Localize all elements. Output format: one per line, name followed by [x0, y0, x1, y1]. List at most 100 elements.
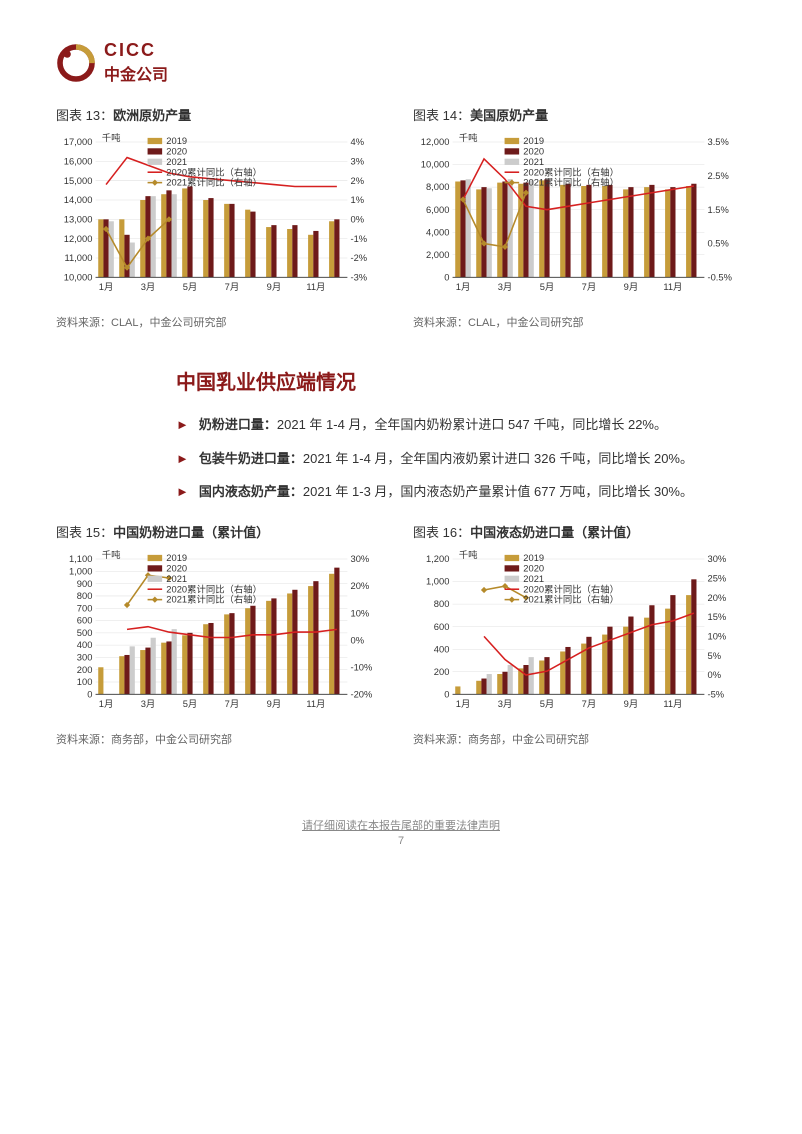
chart-13: 10,00011,00012,00013,00014,00015,00016,0… — [56, 128, 389, 308]
bullet-2: ► 包装牛奶进口量：2021 年 1-4 月，全年国内液奶累计进口 326 千吨… — [176, 449, 716, 469]
svg-text:0%: 0% — [707, 670, 721, 680]
svg-text:0%: 0% — [350, 214, 364, 224]
svg-text:500: 500 — [77, 627, 93, 637]
svg-text:千吨: 千吨 — [102, 132, 121, 143]
svg-text:800: 800 — [77, 591, 93, 601]
svg-text:11月: 11月 — [663, 698, 682, 708]
svg-text:0: 0 — [444, 689, 449, 699]
svg-text:0.5%: 0.5% — [707, 239, 728, 249]
svg-text:10,000: 10,000 — [64, 272, 93, 282]
svg-text:2019: 2019 — [523, 136, 544, 146]
svg-text:2020: 2020 — [166, 147, 187, 157]
svg-text:15,000: 15,000 — [64, 176, 93, 186]
svg-text:2021: 2021 — [523, 573, 544, 583]
svg-text:0: 0 — [444, 272, 449, 282]
svg-text:4,000: 4,000 — [426, 227, 449, 237]
svg-text:千吨: 千吨 — [459, 132, 478, 143]
svg-text:2021累计同比（右轴）: 2021累计同比（右轴） — [166, 177, 262, 188]
svg-text:7月: 7月 — [225, 698, 240, 708]
svg-text:千吨: 千吨 — [459, 548, 478, 559]
svg-text:9月: 9月 — [267, 282, 282, 292]
svg-text:800: 800 — [434, 599, 450, 609]
svg-text:-0.5%: -0.5% — [707, 272, 731, 282]
svg-text:0: 0 — [87, 689, 92, 699]
svg-text:1%: 1% — [350, 195, 364, 205]
chart-row-top: 图表 13：欧洲原奶产量 10,000 11,000 12,000 13,000 14,… — [56, 105, 746, 330]
svg-text:2021: 2021 — [166, 573, 187, 583]
svg-text:11月: 11月 — [306, 698, 325, 708]
svg-text:7月: 7月 — [225, 282, 240, 292]
svg-text:11,000: 11,000 — [64, 253, 92, 263]
logo-cn: 中金公司 — [104, 61, 168, 85]
svg-text:11月: 11月 — [306, 282, 325, 292]
svg-text:2021累计同比（右轴）: 2021累计同比（右轴） — [523, 177, 619, 188]
svg-text:1,200: 1,200 — [426, 554, 449, 564]
svg-text:25%: 25% — [707, 573, 726, 583]
svg-text:2021: 2021 — [166, 157, 187, 167]
svg-text:2020累计同比（右轴）: 2020累计同比（右轴） — [166, 166, 262, 177]
svg-text:16,000: 16,000 — [64, 156, 93, 166]
chart-15-source: 资料来源：商务部，中金公司研究部 — [56, 731, 389, 747]
svg-text:13,000: 13,000 — [64, 214, 93, 224]
svg-text:20%: 20% — [350, 581, 369, 591]
svg-text:400: 400 — [77, 640, 93, 650]
chart-16-source: 资料来源：商务部，中金公司研究部 — [413, 731, 746, 747]
svg-text:1,000: 1,000 — [426, 576, 449, 586]
logo-en: CICC — [104, 40, 168, 61]
chart-15: 01002003004005006007008009001,0001,100-2… — [56, 545, 389, 725]
svg-text:1月: 1月 — [99, 282, 114, 292]
svg-text:300: 300 — [77, 652, 93, 662]
svg-text:600: 600 — [77, 615, 93, 625]
triangle-icon: ► — [176, 415, 189, 435]
svg-text:3.5%: 3.5% — [707, 137, 728, 147]
svg-text:12,000: 12,000 — [421, 137, 450, 147]
svg-text:-3%: -3% — [350, 272, 367, 282]
svg-text:1月: 1月 — [99, 698, 114, 708]
svg-text:30%: 30% — [707, 554, 726, 564]
svg-text:3月: 3月 — [498, 698, 513, 708]
logo-block: CICC 中金公司 — [56, 40, 746, 85]
svg-text:10%: 10% — [707, 631, 726, 641]
bullet-1: ► 奶粉进口量：2021 年 1-4 月，全年国内奶粉累计进口 547 千吨，同… — [176, 415, 716, 435]
svg-text:14,000: 14,000 — [64, 195, 93, 205]
svg-text:2020: 2020 — [523, 147, 544, 157]
page: CICC 中金公司 图表 13：欧洲原奶产量 10,000 11,000 12,00… — [0, 0, 802, 877]
svg-text:-2%: -2% — [350, 253, 367, 263]
bullets: ► 奶粉进口量：2021 年 1-4 月，全年国内奶粉累计进口 547 千吨，同… — [176, 415, 716, 502]
chart-14: 02,0004,0006,0008,00010,00012,000-0.5%0.… — [413, 128, 746, 308]
svg-text:5月: 5月 — [540, 698, 555, 708]
svg-text:200: 200 — [77, 664, 93, 674]
chart-13-title: 图表 13：欧洲原奶产量 — [56, 105, 389, 124]
svg-text:3月: 3月 — [498, 282, 513, 292]
svg-text:2020累计同比（右轴）: 2020累计同比（右轴） — [523, 583, 619, 594]
svg-text:2021累计同比（右轴）: 2021累计同比（右轴） — [523, 593, 619, 604]
svg-text:千吨: 千吨 — [102, 548, 121, 559]
svg-text:6,000: 6,000 — [426, 205, 449, 215]
svg-text:3%: 3% — [350, 156, 364, 166]
svg-text:1,000: 1,000 — [69, 566, 92, 576]
svg-text:2,000: 2,000 — [426, 250, 449, 260]
chart-15-col: 图表 15：中国奶粉进口量（累计值） 010020030040050060070… — [56, 522, 389, 747]
svg-text:10%: 10% — [350, 608, 369, 618]
triangle-icon: ► — [176, 449, 189, 469]
svg-text:2020: 2020 — [166, 563, 187, 573]
svg-text:2%: 2% — [350, 176, 364, 186]
chart-14-source: 资料来源：CLAL，中金公司研究部 — [413, 314, 746, 330]
svg-text:5月: 5月 — [183, 282, 198, 292]
svg-text:9月: 9月 — [624, 282, 639, 292]
svg-text:2019: 2019 — [166, 136, 187, 146]
svg-text:10,000: 10,000 — [421, 160, 450, 170]
svg-text:20%: 20% — [707, 592, 726, 602]
svg-text:0%: 0% — [350, 635, 364, 645]
svg-text:9月: 9月 — [267, 698, 282, 708]
chart-14-title: 图表 14：美国原奶产量 — [413, 105, 746, 124]
svg-text:5月: 5月 — [540, 282, 555, 292]
bullet-3: ► 国内液态奶产量：2021 年 1-3 月，国内液态奶产量累计值 677 万吨… — [176, 482, 716, 502]
svg-text:400: 400 — [434, 644, 450, 654]
svg-text:5%: 5% — [707, 650, 721, 660]
svg-text:1,100: 1,100 — [69, 554, 92, 564]
svg-text:2021: 2021 — [523, 157, 544, 167]
svg-text:30%: 30% — [350, 554, 369, 564]
svg-text:-5%: -5% — [707, 689, 724, 699]
chart-15-title: 图表 15：中国奶粉进口量（累计值） — [56, 522, 389, 541]
